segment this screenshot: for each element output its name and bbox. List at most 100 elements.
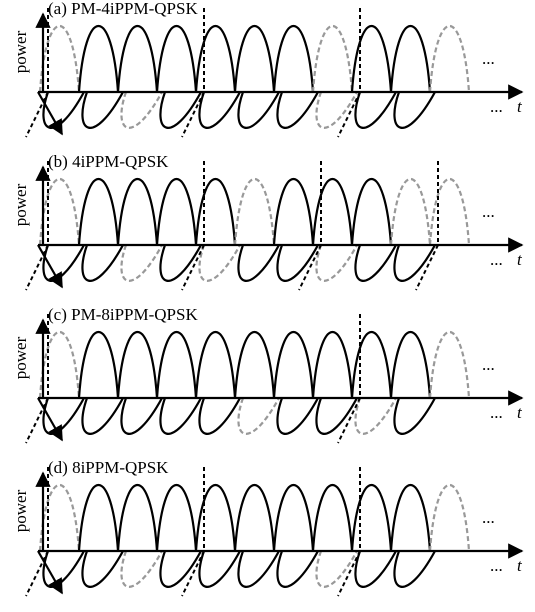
lower-pulse xyxy=(237,550,280,588)
upper-pulse xyxy=(233,331,276,399)
upper-pulse xyxy=(311,331,354,399)
frame-diagonal xyxy=(337,397,361,444)
upper-pulse xyxy=(233,484,276,552)
upper-pulse xyxy=(350,331,393,399)
frame-diagonal xyxy=(337,91,361,138)
phase-axis xyxy=(37,91,63,136)
lower-pulse xyxy=(198,397,241,435)
upper-pulse xyxy=(77,178,120,246)
upper-pulse xyxy=(194,331,237,399)
frame-diagonal xyxy=(181,244,205,291)
upper-pulse xyxy=(233,178,276,246)
lower-pulse xyxy=(354,244,397,282)
upper-pulse xyxy=(194,484,237,552)
lower-pulse xyxy=(198,550,241,588)
lower-pulse xyxy=(393,550,436,588)
lower-pulse xyxy=(354,550,397,588)
frame-diagonal xyxy=(181,550,205,597)
ellipsis: ... xyxy=(490,403,503,422)
frame-diagonal xyxy=(25,550,49,597)
upper-pulse xyxy=(428,331,471,399)
upper-pulse xyxy=(389,484,432,552)
lower-pulse xyxy=(276,91,319,129)
upper-pulse xyxy=(116,484,159,552)
upper-pulse xyxy=(233,25,276,93)
lower-pulse xyxy=(315,397,358,435)
lower-pulse xyxy=(120,550,163,588)
upper-pulse xyxy=(194,25,237,93)
frame-diagonal xyxy=(337,550,361,597)
lower-pulse xyxy=(42,550,85,588)
upper-pulse xyxy=(194,178,237,246)
upper-pulse xyxy=(77,484,120,552)
lower-pulse xyxy=(315,244,358,282)
upper-pulse xyxy=(350,178,393,246)
ellipsis: ... xyxy=(482,202,495,221)
upper-pulse xyxy=(77,331,120,399)
ellipsis: ... xyxy=(490,97,503,116)
upper-pulse xyxy=(38,178,81,246)
frame-diagonal xyxy=(181,91,205,138)
x-axis-label: t xyxy=(517,403,523,422)
upper-pulse xyxy=(311,25,354,93)
upper-pulse xyxy=(155,484,198,552)
lower-pulse xyxy=(237,397,280,435)
y-axis-label: power xyxy=(11,489,30,532)
upper-pulse xyxy=(77,25,120,93)
upper-pulse xyxy=(311,178,354,246)
lower-pulse xyxy=(354,397,397,435)
ellipsis: ... xyxy=(490,556,503,575)
upper-pulse xyxy=(428,25,471,93)
lower-pulse xyxy=(120,244,163,282)
upper-pulse xyxy=(428,178,471,246)
lower-pulse xyxy=(237,244,280,282)
upper-pulse xyxy=(38,25,81,93)
upper-pulse xyxy=(38,331,81,399)
frame-diagonal xyxy=(25,91,49,138)
upper-pulse xyxy=(272,331,315,399)
upper-pulse xyxy=(311,484,354,552)
ellipsis: ... xyxy=(482,355,495,374)
lower-pulse xyxy=(159,91,202,129)
lower-pulse xyxy=(393,91,436,129)
frame-diagonal xyxy=(25,397,49,444)
ellipsis: ... xyxy=(482,508,495,527)
lower-pulse xyxy=(81,244,124,282)
upper-pulse xyxy=(389,25,432,93)
upper-pulse xyxy=(389,331,432,399)
lower-pulse xyxy=(42,244,85,282)
upper-pulse xyxy=(155,178,198,246)
lower-pulse xyxy=(237,91,280,129)
lower-pulse xyxy=(315,91,358,129)
panel-title: (b) 4iPPM-QPSK xyxy=(48,152,169,171)
upper-pulse xyxy=(350,25,393,93)
panel-title: (c) PM-8iPPM-QPSK xyxy=(48,305,198,324)
lower-pulse xyxy=(81,550,124,588)
upper-pulse xyxy=(155,25,198,93)
x-axis-label: t xyxy=(517,250,523,269)
phase-axis xyxy=(37,550,63,595)
upper-pulse xyxy=(272,25,315,93)
upper-pulse xyxy=(155,331,198,399)
lower-pulse xyxy=(198,244,241,282)
frame-diagonal xyxy=(298,244,322,291)
ellipsis: ... xyxy=(490,250,503,269)
lower-pulse xyxy=(159,550,202,588)
panel-title: (d) 8iPPM-QPSK xyxy=(48,458,169,477)
upper-pulse xyxy=(428,484,471,552)
frame-diagonal xyxy=(25,244,49,291)
x-axis-label: t xyxy=(517,97,523,116)
lower-pulse xyxy=(81,397,124,435)
y-axis-label: power xyxy=(11,336,30,379)
upper-pulse xyxy=(272,484,315,552)
lower-pulse xyxy=(393,397,436,435)
lower-pulse xyxy=(81,91,124,129)
lower-pulse xyxy=(276,550,319,588)
lower-pulse xyxy=(120,91,163,129)
upper-pulse xyxy=(389,178,432,246)
upper-pulse xyxy=(38,484,81,552)
phase-axis xyxy=(37,397,63,442)
y-axis-label: power xyxy=(11,183,30,226)
x-axis-label: t xyxy=(517,556,523,575)
